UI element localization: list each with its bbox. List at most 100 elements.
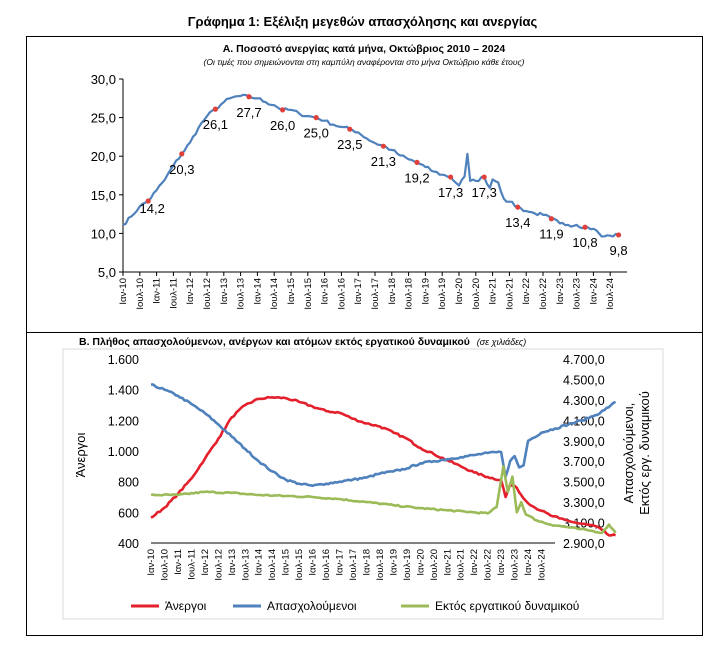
chart-b-left-tick-label: 600 bbox=[118, 506, 139, 520]
unemployment-rate-panel: Α. Ποσοστό ανεργίας κατά μήνα, Οκτώβριος… bbox=[26, 36, 703, 334]
chart-b-x-tick-label: Ιουλ-12 bbox=[213, 549, 224, 581]
chart-a-data-label: 19,2 bbox=[404, 170, 429, 185]
chart-a-x-tick-label: Ιαν-24 bbox=[588, 278, 599, 305]
chart-b-x-tick-label: Ιουλ-10 bbox=[159, 549, 170, 581]
chart-b-left-tick-label: 1.000 bbox=[108, 445, 139, 459]
chart-a-data-label: 13,4 bbox=[505, 215, 530, 230]
chart-b-plot-frame bbox=[62, 348, 664, 620]
chart-a-x-tick-label: Ιαν-23 bbox=[555, 278, 566, 305]
chart-a-data-label: 23,5 bbox=[337, 137, 362, 152]
chart-b-series-line-2 bbox=[150, 383, 617, 488]
chart-b-x-tick-label: Ιουλ-15 bbox=[294, 549, 305, 581]
chart-a-y-tick-label: 15,0 bbox=[91, 188, 116, 203]
chart-b-left-tick-label: 800 bbox=[118, 476, 139, 490]
chart-b-legend-label: Εκτός εργατικού δυναμικού bbox=[435, 599, 579, 613]
chart-b-axes: 4006008001.0001.2001.4001.6002.900,03.10… bbox=[73, 353, 652, 581]
chart-a-x-tick-label: Ιουλ-14 bbox=[269, 278, 280, 310]
chart-b-right-tick-label: 3.500,0 bbox=[563, 476, 605, 490]
chart-b-series-line-3 bbox=[150, 465, 617, 535]
chart-b-left-tick-label: 1.400 bbox=[108, 384, 139, 398]
employment-chart: Β. Πλήθος απασχολούμενων, ανέργων και ατ… bbox=[62, 336, 664, 620]
chart-a-x-tick-label: Ιαν-22 bbox=[521, 278, 532, 305]
chart-a-data-label: 20,3 bbox=[169, 162, 194, 177]
chart-b-x-tick-label: Ιαν-19 bbox=[388, 549, 399, 576]
chart-b-x-tick-label: Ιαν-11 bbox=[173, 549, 184, 575]
chart-a-x-tick-label: Ιουλ-20 bbox=[471, 278, 482, 310]
chart-a-data-label: 11,9 bbox=[539, 227, 563, 242]
main-title: Γράφημα 1: Εξέλιξη μεγεθών απασχόλησης κ… bbox=[187, 14, 538, 29]
chart-b-right-tick-label: 2.900,0 bbox=[563, 537, 605, 551]
chart-a-october-marker bbox=[548, 216, 555, 222]
chart-b-x-tick-label: Ιαν-24 bbox=[523, 549, 534, 576]
chart-b-x-tick-label: Ιουλ-20 bbox=[429, 549, 440, 581]
chart-b-legend: Άνεργοι Απασχολούμενοι Εκτός εργατικού δυν… bbox=[131, 599, 579, 613]
chart-b-right-tick-label: 4.300,0 bbox=[563, 394, 605, 408]
chart-a-y-tick-label: 30,0 bbox=[91, 72, 116, 87]
chart-a-x-tick-label: Ιαν-20 bbox=[454, 278, 465, 305]
chart-b-right-tick-label: 3.700,0 bbox=[563, 455, 605, 469]
chart-b-x-tick-label: Ιουλ-22 bbox=[483, 549, 494, 581]
chart-b-right-axis-title-line: Εκτός εργ. δυναμικού bbox=[637, 391, 652, 515]
chart-a-x-tick-label: Ιαν-12 bbox=[185, 278, 196, 305]
chart-a-x-tick-label: Ιουλ-24 bbox=[605, 278, 616, 310]
chart-b-x-tick-label: Ιουλ-18 bbox=[375, 549, 386, 581]
chart-a-x-tick-label: Ιουλ-10 bbox=[135, 278, 146, 310]
chart-a-y-tick-label: 25,0 bbox=[91, 111, 116, 126]
chart-a-x-tick-label: Ιαν-16 bbox=[320, 278, 331, 305]
chart-a-october-marker bbox=[582, 224, 588, 230]
chart-b-series-line-1 bbox=[150, 395, 617, 537]
chart-a-data-label: 10,8 bbox=[572, 235, 597, 250]
chart-b-x-tick-label: Ιουλ-17 bbox=[348, 549, 359, 581]
chart-b-x-tick-label: Ιαν-22 bbox=[469, 549, 480, 576]
chart-b-x-tick-label: Ιουλ-13 bbox=[240, 549, 251, 581]
chart-a-october-marker bbox=[515, 204, 521, 210]
chart-a-annotations: 14,2 20,3 26,1 27,7 26,0 25,0 23,5 21,3 19,2 17,3… bbox=[140, 94, 628, 258]
chart-b-x-tick-label: Ιουλ-24 bbox=[537, 549, 548, 581]
chart-b-x-tick-label: Ιαν-16 bbox=[308, 549, 319, 576]
chart-a-y-tick-label: 20,0 bbox=[91, 149, 116, 164]
chart-b-left-tick-label: 1.200 bbox=[108, 414, 139, 428]
chart-a-x-tick-label: Ιουλ-11 bbox=[168, 278, 179, 309]
chart-a-x-tick-label: Ιουλ-19 bbox=[437, 278, 448, 310]
chart-b-x-tick-label: Ιουλ-19 bbox=[402, 549, 413, 581]
chart-a-x-tick-label: Ιαν-21 bbox=[488, 278, 499, 305]
chart-a-x-tick-label: Ιαν-18 bbox=[387, 278, 398, 305]
chart-b-x-tick-label: Ιαν-18 bbox=[361, 549, 372, 576]
chart-a-x-tick-label: Ιουλ-17 bbox=[370, 278, 381, 310]
chart-b-x-tick-label: Ιουλ-16 bbox=[321, 549, 332, 581]
chart-a-x-tick-label: Ιουλ-12 bbox=[202, 278, 213, 310]
chart-b-legend-label: Άνεργοι bbox=[165, 599, 207, 613]
chart-a-subtitle: (Οι τιμές που σημειώνονται στη καμπύλη α… bbox=[204, 57, 525, 67]
chart-a-title: Α. Ποσοστό ανεργίας κατά μήνα, Οκτώβριος… bbox=[223, 43, 506, 55]
chart-a-x-tick-label: Ιαν-11 bbox=[152, 278, 163, 304]
chart-a-series-line bbox=[122, 93, 619, 238]
chart-a-data-label: 14,2 bbox=[140, 201, 165, 216]
chart-a-y-tick-label: 10,0 bbox=[91, 226, 116, 241]
chart-b-right-tick-label: 3.300,0 bbox=[563, 496, 605, 510]
chart-a-october-marker bbox=[414, 159, 420, 165]
chart-a-data-label: 25,0 bbox=[304, 126, 329, 141]
chart-b-x-tick-label: Ιαν-14 bbox=[254, 549, 265, 576]
chart-a-october-marker bbox=[616, 232, 622, 238]
chart-b-title-note: (σε χιλιάδες) bbox=[477, 337, 526, 347]
chart-b-x-tick-label: Ιουλ-14 bbox=[267, 549, 278, 581]
chart-b-x-tick-label: Ιαν-13 bbox=[227, 549, 238, 576]
chart-a-x-tick-label: Ιουλ-13 bbox=[236, 278, 247, 310]
chart-a-x-tick-label: Ιουλ-16 bbox=[336, 278, 347, 310]
chart-a-data-label: 17,3 bbox=[472, 185, 497, 200]
chart-a-october-marker bbox=[313, 115, 319, 121]
chart-b-left-tick-label: 400 bbox=[118, 537, 139, 551]
chart-a-x-tick-label: Ιαν-13 bbox=[219, 278, 230, 305]
chart-a-october-marker bbox=[212, 106, 218, 112]
chart-a-x-tick-label: Ιουλ-18 bbox=[404, 278, 415, 310]
chart-b-x-tick-label: Ιαν-20 bbox=[415, 549, 426, 576]
chart-b-x-tick-label: Ιαν-17 bbox=[335, 549, 346, 576]
chart-a-october-marker bbox=[481, 174, 487, 180]
chart-b-x-tick-label: Ιαν-21 bbox=[442, 549, 453, 576]
chart-a-x-tick-label: Ιαν-10 bbox=[118, 278, 129, 305]
chart-a-october-marker bbox=[347, 126, 353, 132]
chart-a-x-tick-label: Ιαν-14 bbox=[252, 278, 263, 305]
chart-a-data-label: 21,3 bbox=[371, 154, 396, 169]
chart-b-x-tick-label: Ιαν-12 bbox=[200, 549, 211, 576]
chart-a-data-label: 26,0 bbox=[270, 118, 295, 133]
